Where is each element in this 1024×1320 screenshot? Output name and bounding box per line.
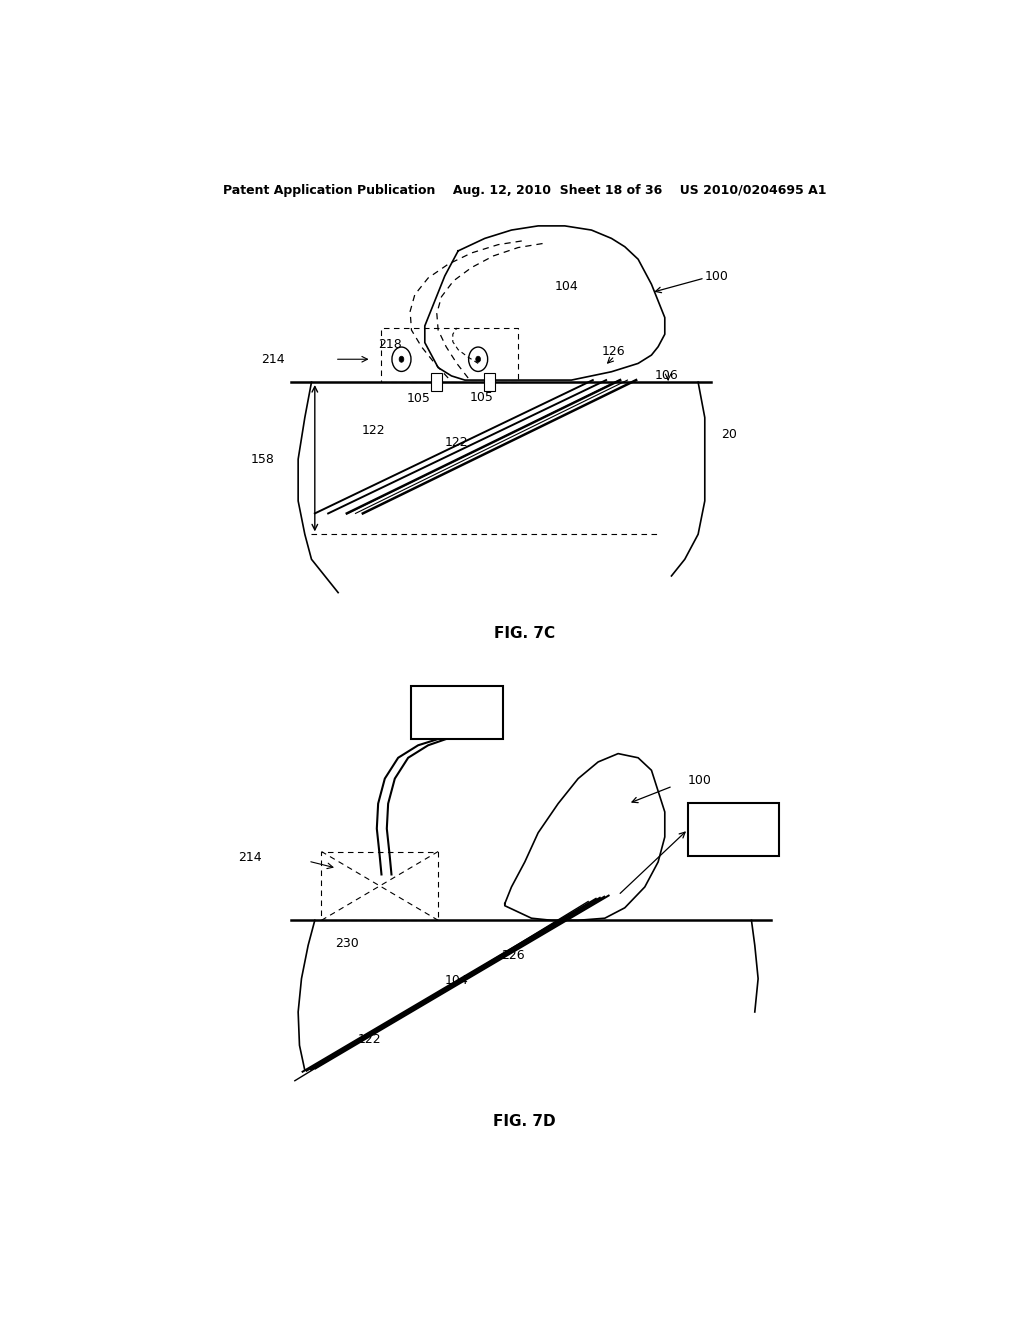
Text: 98: 98 — [446, 704, 468, 722]
Text: 100: 100 — [705, 271, 729, 284]
Bar — [484, 374, 495, 391]
Bar — [412, 686, 503, 739]
Text: 214: 214 — [238, 851, 261, 865]
Text: 230: 230 — [335, 937, 358, 949]
Text: 122: 122 — [444, 436, 468, 449]
Circle shape — [399, 356, 403, 362]
Text: 126: 126 — [601, 346, 625, 358]
Text: 104: 104 — [444, 974, 469, 987]
Text: 214: 214 — [261, 352, 285, 366]
Circle shape — [476, 356, 480, 362]
Text: 226: 226 — [502, 949, 525, 962]
Bar — [430, 374, 441, 391]
Text: 20: 20 — [722, 428, 737, 441]
Text: Patent Application Publication    Aug. 12, 2010  Sheet 18 of 36    US 2010/02046: Patent Application Publication Aug. 12, … — [223, 183, 826, 197]
Text: 106: 106 — [654, 370, 679, 383]
Bar — [688, 803, 779, 855]
Text: FIG. 7D: FIG. 7D — [494, 1114, 556, 1130]
Text: 98: 98 — [723, 820, 744, 838]
Text: FIG. 7C: FIG. 7C — [495, 626, 555, 640]
Text: 105: 105 — [470, 391, 494, 404]
Text: 100: 100 — [688, 775, 712, 787]
Text: 104: 104 — [555, 280, 579, 293]
Text: 105: 105 — [407, 392, 430, 405]
Text: 218: 218 — [378, 338, 401, 351]
Text: 122: 122 — [361, 425, 385, 437]
Text: 158: 158 — [251, 453, 274, 466]
Text: 122: 122 — [358, 1032, 382, 1045]
